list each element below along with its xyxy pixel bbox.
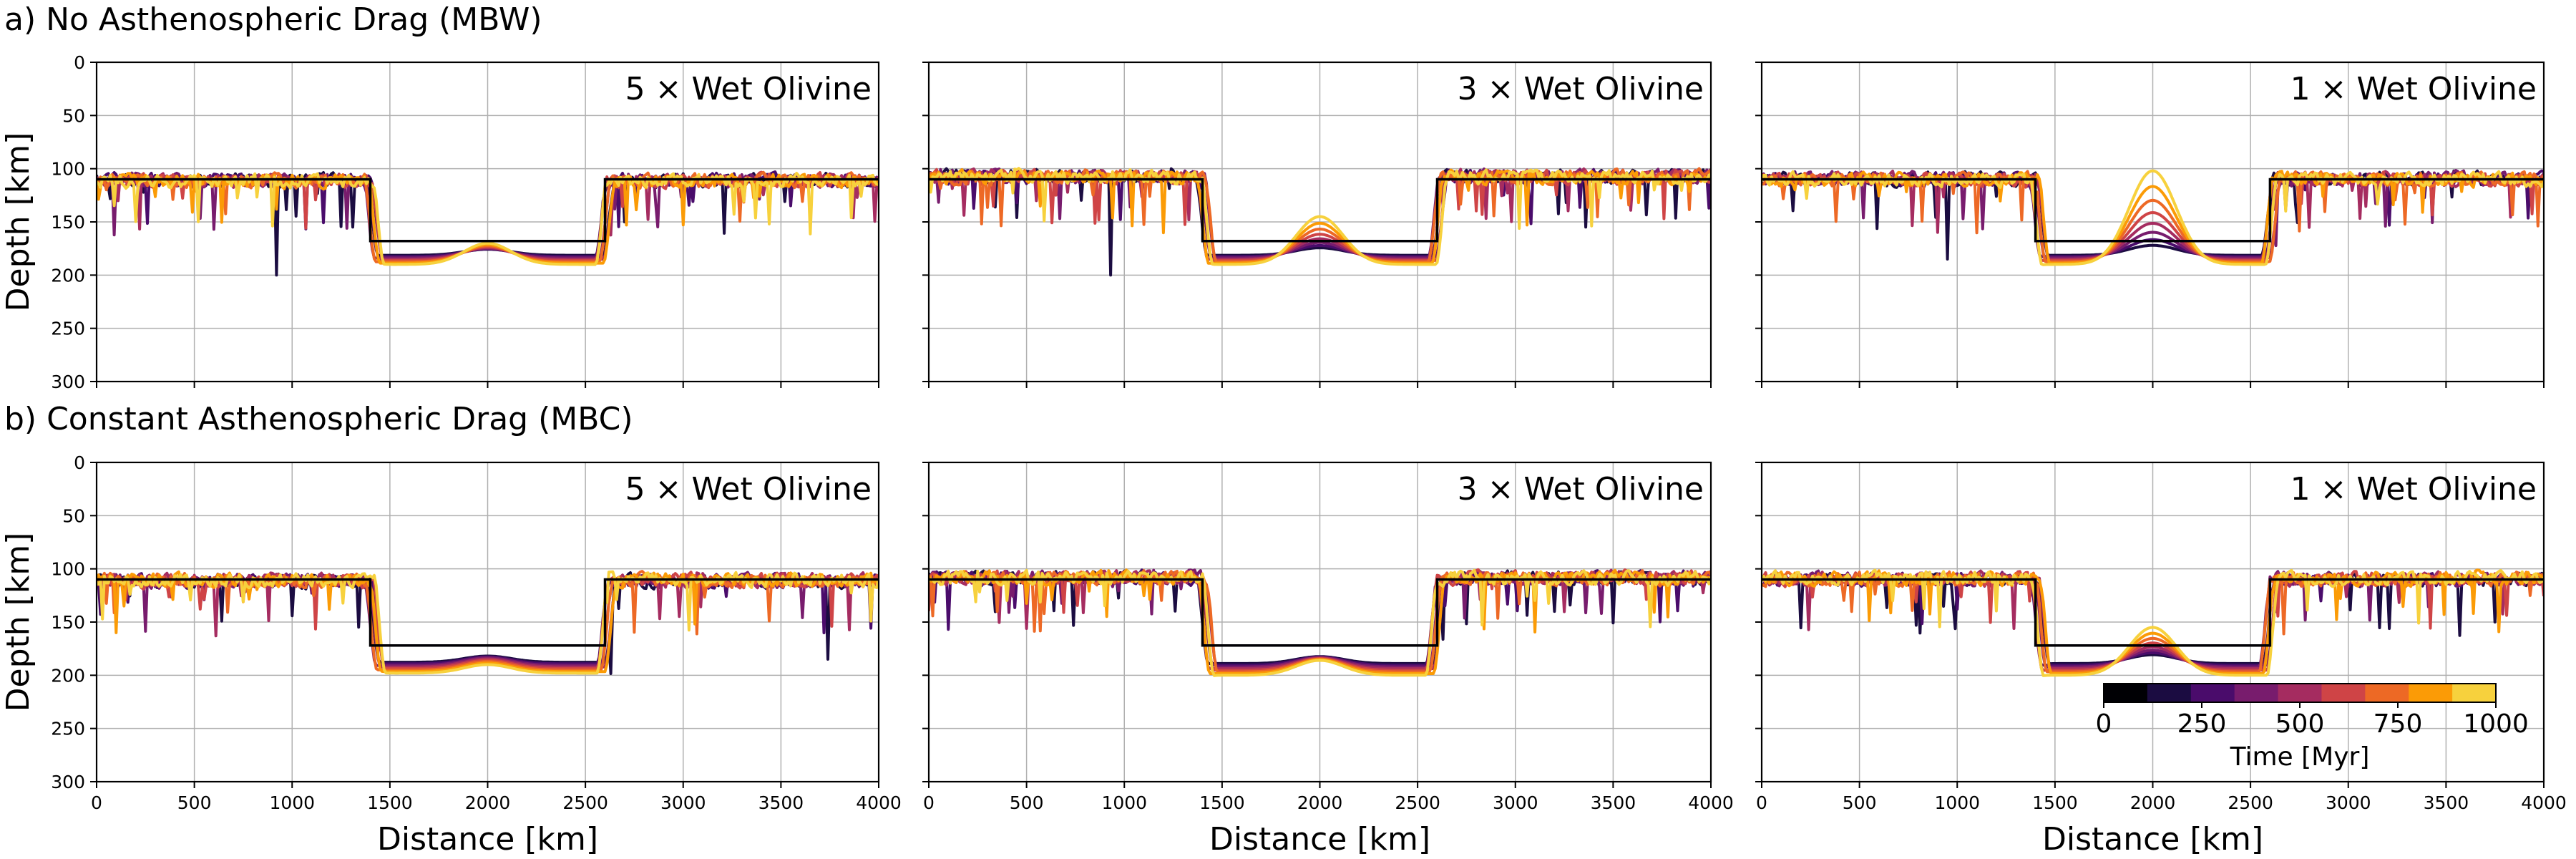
- colorbar: 0 250 500 750 1000 Time [Myr]: [2096, 683, 2529, 772]
- x-tick-label: 500: [1010, 792, 1044, 813]
- x-axis-label: Distance [km]: [2042, 821, 2263, 858]
- series-line-1000-myr: [1762, 568, 2544, 677]
- y-axis-label: Depth [km]: [0, 533, 36, 712]
- colorbar-swatch: [2190, 684, 2235, 702]
- initial-profile-line: [929, 578, 1711, 647]
- series-line-1000-myr: [929, 568, 1711, 677]
- panel-2: 3 × Wet Olivine: [922, 61, 1712, 388]
- x-tick-label: 500: [1843, 792, 1877, 813]
- x-tick-label: 4000: [1688, 792, 1734, 813]
- initial-profile-line: [1762, 178, 2544, 243]
- x-tick-label: 2500: [2228, 792, 2273, 813]
- series-group: [1762, 568, 2544, 677]
- x-axis-label: Distance [km]: [1209, 821, 1430, 858]
- colorbar-swatch: [2365, 684, 2409, 702]
- y-tick-label: 200: [51, 265, 85, 286]
- panel-annotation: 3 × Wet Olivine: [1458, 71, 1704, 107]
- series-group: [97, 570, 879, 675]
- colorbar-swatch: [2147, 684, 2192, 702]
- y-tick-label: 0: [74, 452, 85, 473]
- y-tick-label: 250: [51, 719, 85, 739]
- x-tick-label: 1000: [1101, 792, 1147, 813]
- colorbar-tick-label: 0: [2096, 709, 2112, 739]
- x-tick-label: 3500: [2424, 792, 2469, 813]
- colorbar-label: Time [Myr]: [2230, 742, 2370, 772]
- initial-profile-line: [1762, 578, 2544, 647]
- series-group: [929, 568, 1711, 677]
- y-tick-label: 300: [51, 772, 85, 792]
- x-tick-label: 3500: [1591, 792, 1636, 813]
- x-tick-label: 2000: [1297, 792, 1343, 813]
- colorbar-tick-label: 750: [2373, 709, 2423, 739]
- colorbar-swatch: [2278, 684, 2322, 702]
- panel-annotation: 5 × Wet Olivine: [625, 471, 872, 508]
- panel-1: 0 50 100 150 200 250 300 5 × Wet Olivine Depth […: [0, 52, 880, 392]
- y-tick-label: 200: [51, 665, 85, 686]
- panel-5: 0 500 1000 1500 2000 2500 3000 3500 4000 3 × Wet …: [922, 461, 1734, 858]
- row-title-b: b) Constant Asthenospheric Drag (MBC): [4, 401, 633, 437]
- x-tick-label: 4000: [856, 792, 902, 813]
- series-group: [1762, 169, 2544, 266]
- panel-annotation: 1 × Wet Olivine: [2290, 471, 2537, 508]
- initial-profile-line: [97, 178, 879, 243]
- panel-4: 0 500 1000 1500 2000 2500 3000 3500 4000 0 50 100 15…: [0, 452, 902, 858]
- x-tick-label: 2500: [1395, 792, 1440, 813]
- colorbar-tick-label: 250: [2177, 709, 2227, 739]
- colorbar-swatch: [2409, 684, 2453, 702]
- x-tick-label: 1500: [1199, 792, 1245, 813]
- y-axis-label: Depth [km]: [0, 132, 36, 312]
- y-tick-label: 100: [51, 159, 85, 180]
- x-tick-label: 1500: [367, 792, 413, 813]
- x-axis-label: Distance [km]: [377, 821, 598, 858]
- y-tick-label: 250: [51, 319, 85, 339]
- x-tick-label: 500: [177, 792, 212, 813]
- x-tick-label: 2500: [562, 792, 608, 813]
- x-tick-label: 3000: [2326, 792, 2371, 813]
- y-tick-label: 0: [74, 52, 85, 73]
- y-tick-label: 50: [62, 505, 85, 526]
- y-tick-label: 300: [51, 372, 85, 392]
- panel-annotation: 3 × Wet Olivine: [1458, 471, 1704, 508]
- x-tick-label: 1000: [1934, 792, 1980, 813]
- panel-3: 1 × Wet Olivine: [1755, 61, 2545, 388]
- x-tick-label: 0: [91, 792, 102, 813]
- x-tick-label: 3000: [660, 792, 706, 813]
- row-title-a: a) No Asthenospheric Drag (MBW): [4, 1, 542, 38]
- panels: 0 50 100 150 200 250 300 5 × Wet Olivine Depth […: [0, 52, 2567, 858]
- initial-profile-line: [929, 178, 1711, 243]
- series-line-1000-myr: [97, 570, 879, 675]
- x-tick-label: 1500: [2032, 792, 2078, 813]
- y-tick-label: 100: [51, 559, 85, 580]
- x-tick-label: 0: [1756, 792, 1767, 813]
- series-group: [97, 170, 879, 277]
- colorbar-tick-label: 1000: [2463, 709, 2529, 739]
- x-tick-label: 2000: [465, 792, 511, 813]
- colorbar-swatch: [2452, 684, 2497, 702]
- series-group: [929, 167, 1711, 277]
- x-tick-label: 1000: [269, 792, 315, 813]
- panel-annotation: 1 × Wet Olivine: [2290, 71, 2537, 107]
- colorbar-swatch: [2104, 684, 2148, 702]
- colorbar-swatch: [2321, 684, 2366, 702]
- colorbar-tick-label: 500: [2275, 709, 2325, 739]
- x-tick-label: 2000: [2130, 792, 2176, 813]
- panel-annotation: 5 × Wet Olivine: [625, 71, 872, 107]
- y-tick-label: 150: [51, 212, 85, 233]
- y-tick-label: 50: [62, 105, 85, 126]
- initial-profile-line: [97, 578, 879, 647]
- y-tick-label: 150: [51, 612, 85, 633]
- x-tick-label: 3000: [1493, 792, 1538, 813]
- x-tick-label: 3500: [758, 792, 804, 813]
- x-tick-label: 0: [923, 792, 935, 813]
- x-tick-label: 4000: [2521, 792, 2567, 813]
- colorbar-swatch: [2234, 684, 2279, 702]
